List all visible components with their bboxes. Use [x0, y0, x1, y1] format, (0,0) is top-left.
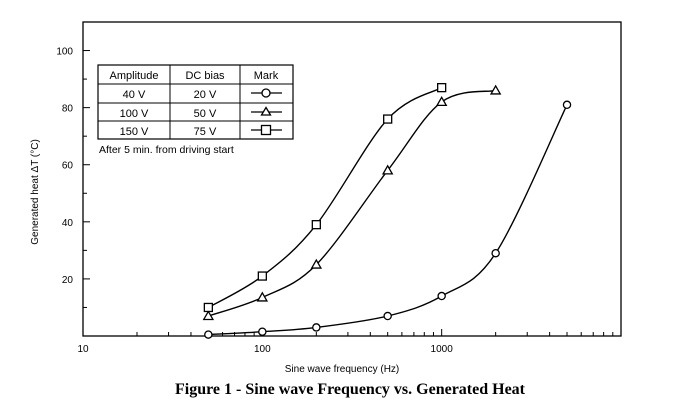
x-axis-title: Sine wave frequency (Hz) [285, 364, 400, 375]
data-point-triangle [435, 96, 448, 107]
legend-dc-bias: 20 V [194, 89, 217, 101]
axes: 10 100 1000 20 40 60 80 100 [56, 47, 614, 355]
legend-amplitude: 150 V [120, 126, 149, 138]
y-tick-label: 20 [62, 275, 74, 286]
data-point-triangle [381, 164, 394, 175]
data-point-square [203, 302, 213, 313]
data-point-triangle [256, 291, 269, 302]
y-axis-title: Generated heat ΔT (°C) [30, 139, 41, 245]
y-tick-label: 40 [62, 218, 74, 229]
data-point-triangle [489, 84, 502, 95]
data-point-square [437, 83, 447, 93]
y-tick-label: 80 [62, 104, 74, 115]
figure-caption: Figure 1 - Sine wave Frequency vs. Gener… [174, 381, 526, 398]
data-point-circle [383, 311, 392, 321]
x-tick-label: 1000 [431, 344, 454, 355]
chart-svg: 10 100 1000 20 40 60 80 100 Generated heat ΔT (… [30, 21, 622, 375]
data-point-circle [491, 248, 500, 258]
data-point-triangle [202, 310, 215, 321]
x-tick-label: 100 [254, 344, 271, 355]
legend-table: Amplitude DC bias Mark 40 V 20 V 100 V 5… [97, 64, 294, 140]
data-point-circle [437, 291, 446, 301]
legend-mark-square [251, 124, 282, 136]
data-point-square [257, 271, 267, 281]
y-tick-label: 60 [62, 161, 74, 172]
legend-note: After 5 min. from driving start [99, 144, 234, 156]
data-point-square [383, 114, 393, 124]
legend-mark-circle [251, 88, 282, 98]
y-tick-label: 100 [56, 47, 73, 58]
data-point-circle [258, 327, 267, 336]
data-point-triangle [310, 258, 323, 269]
series-line-square [207, 87, 443, 309]
legend-header: Amplitude [110, 70, 159, 82]
legend-header: DC bias [185, 70, 225, 82]
legend-amplitude: 100 V [120, 108, 149, 120]
legend-table-border [97, 64, 294, 140]
data-point-circle [562, 100, 572, 110]
legend-mark-triangle [251, 106, 282, 116]
legend-amplitude: 40 V [123, 89, 146, 101]
legend-header: Mark [254, 70, 279, 82]
series-circle [204, 100, 572, 339]
data-point-circle [204, 330, 213, 339]
series-triangle [202, 84, 502, 321]
plot-frame [82, 21, 622, 337]
data-point-square [311, 220, 321, 230]
series-layer [202, 83, 572, 339]
data-point-circle [312, 323, 321, 332]
legend-dc-bias: 50 V [194, 108, 217, 120]
legend-dc-bias: 75 V [194, 126, 217, 138]
series-square [203, 83, 447, 313]
x-tick-label: 10 [77, 344, 89, 355]
